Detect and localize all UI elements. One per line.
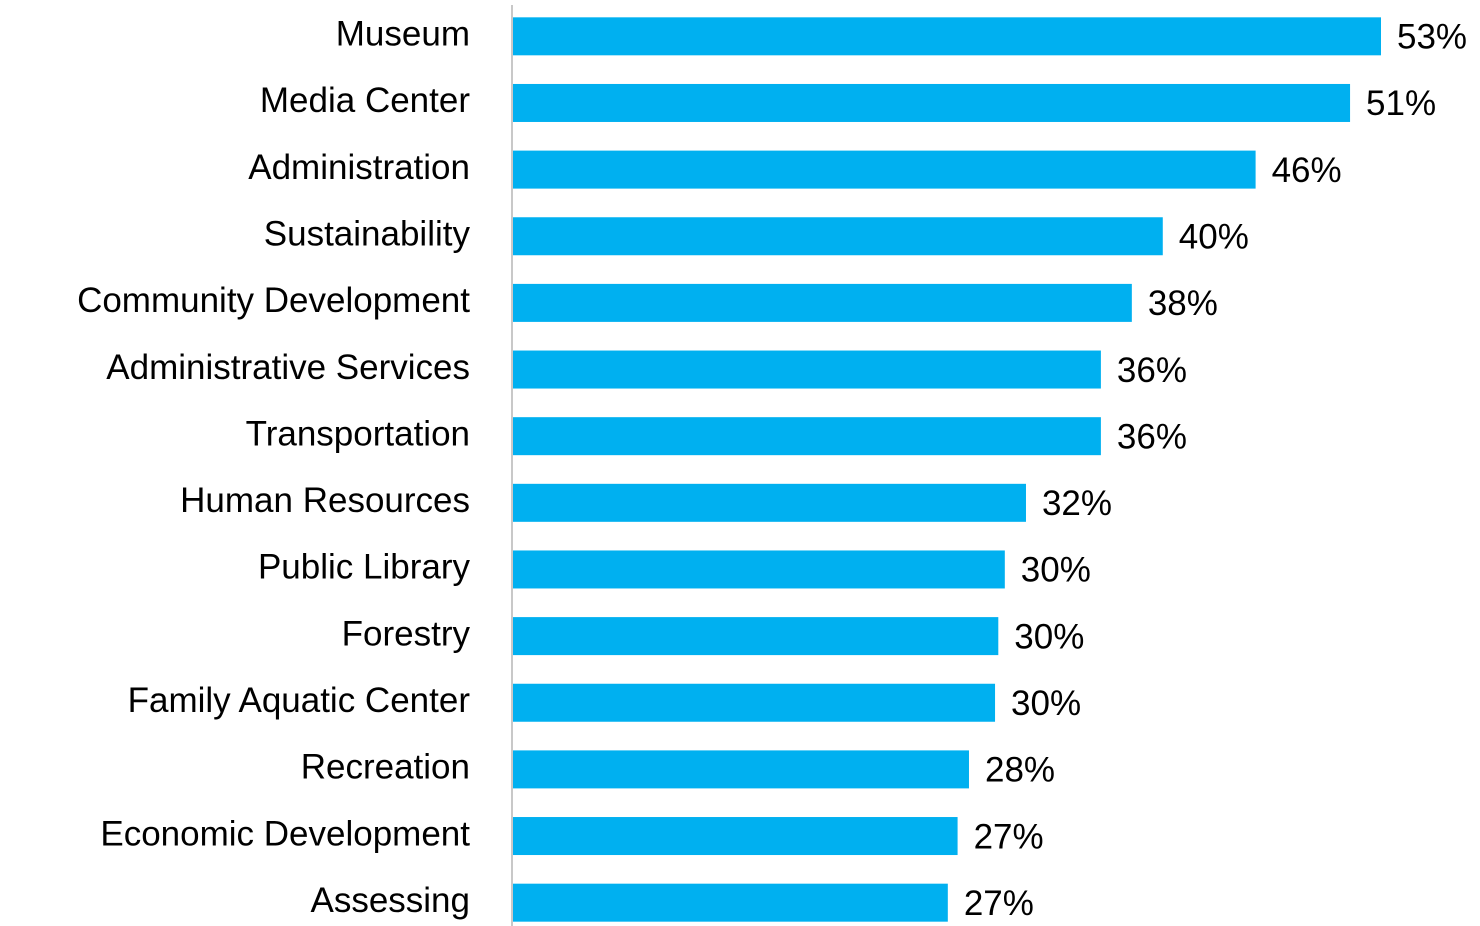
value-label: 51% — [1366, 84, 1436, 123]
value-label: 27% — [964, 884, 1034, 923]
category-label: Assessing — [310, 881, 470, 920]
bar — [513, 350, 1101, 389]
bar — [513, 617, 999, 656]
category-label: Forestry — [342, 614, 471, 653]
value-label: 36% — [1117, 417, 1187, 456]
value-label: 36% — [1117, 351, 1187, 390]
bar — [513, 550, 1005, 589]
bar — [513, 217, 1163, 256]
bar — [513, 483, 1026, 522]
bar — [513, 883, 948, 922]
bar — [513, 683, 996, 722]
category-label: Media Center — [260, 81, 470, 120]
category-label: Recreation — [301, 748, 470, 787]
bar — [513, 83, 1351, 122]
bar — [513, 417, 1101, 456]
value-label: 30% — [1014, 617, 1084, 656]
value-label: 46% — [1272, 151, 1342, 190]
bar — [513, 150, 1256, 189]
category-label: Museum — [336, 15, 470, 54]
value-label: 32% — [1042, 484, 1112, 523]
value-label: 53% — [1397, 18, 1467, 57]
bar — [513, 817, 958, 856]
category-label: Administration — [248, 148, 470, 187]
value-label: 38% — [1148, 284, 1218, 323]
bar — [513, 750, 969, 789]
value-label: 28% — [985, 751, 1055, 790]
category-label: Economic Development — [100, 814, 470, 853]
value-label: 40% — [1179, 218, 1249, 257]
value-label: 27% — [974, 817, 1044, 856]
category-label: Sustainability — [264, 215, 471, 254]
bar — [513, 283, 1132, 322]
category-label: Transportation — [246, 414, 470, 453]
category-label: Human Resources — [180, 481, 470, 520]
category-label: Community Development — [77, 281, 470, 320]
bar — [513, 17, 1381, 56]
value-label: 30% — [1011, 684, 1081, 723]
category-label: Family Aquatic Center — [128, 681, 471, 720]
category-label: Administrative Services — [106, 348, 470, 387]
category-label: Public Library — [258, 548, 471, 587]
value-label: 30% — [1021, 551, 1091, 590]
